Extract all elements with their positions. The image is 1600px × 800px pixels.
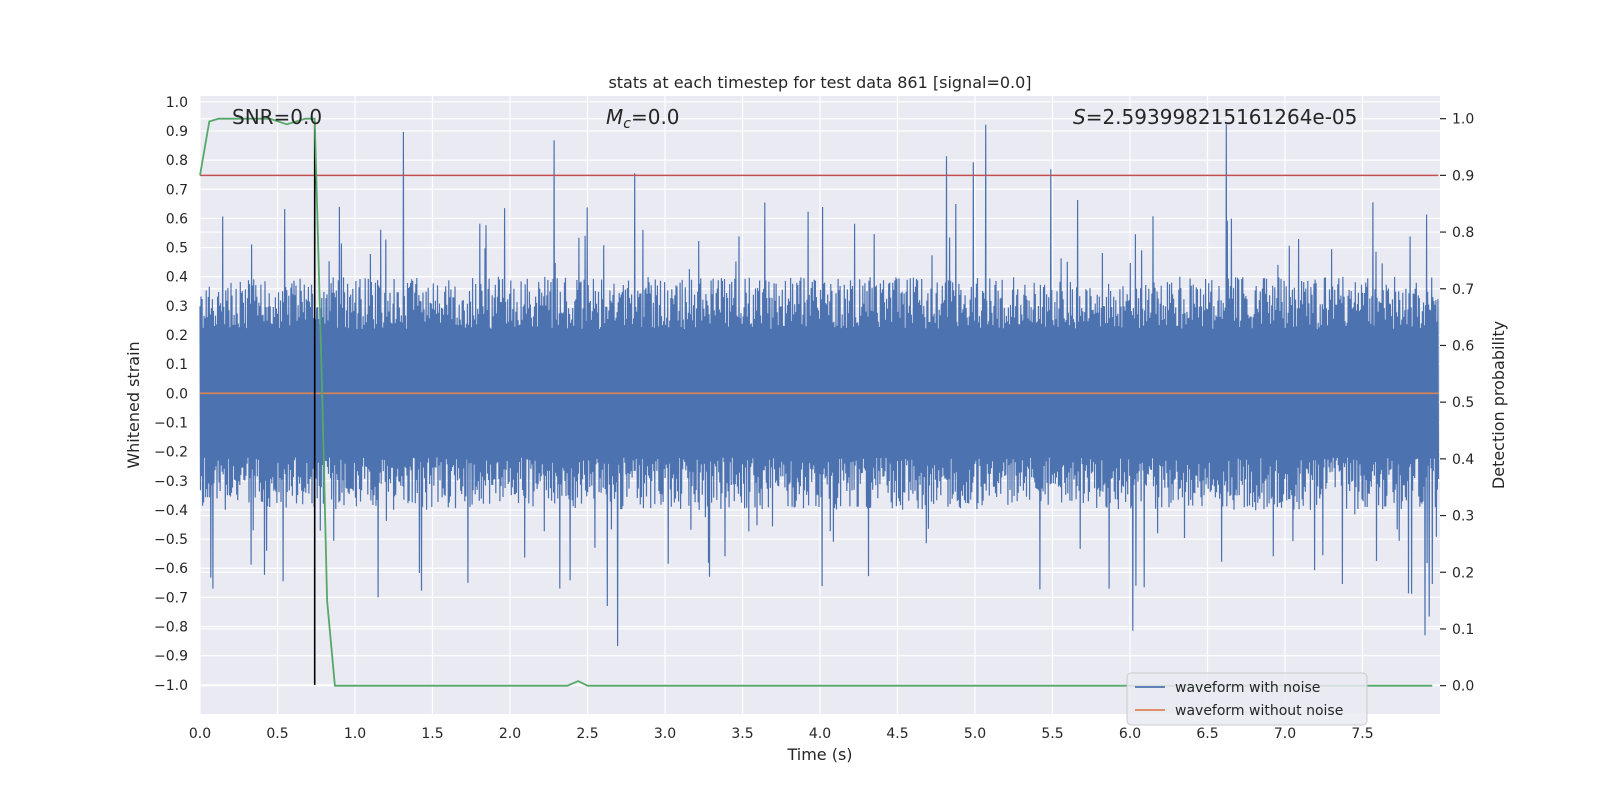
- chirp-mass-value: =0.0: [631, 105, 680, 129]
- chirp-mass-subscript: c: [623, 116, 631, 132]
- y-left-tick-label: −0.4: [154, 503, 188, 519]
- x-tick-label: 2.5: [576, 726, 598, 742]
- significance-symbol: S: [1073, 105, 1086, 129]
- y-left-axis-ticks: 1.0 0.9 0.8 0.7 0.6 0.5 0.4 0.3 0.2 0.1 0.0 −0.1 −0.…: [154, 95, 188, 694]
- y-left-tick-label: 0.1: [166, 357, 188, 373]
- noise-waveform-path: [199, 124, 1440, 647]
- y-right-tick-label: 0.6: [1452, 338, 1474, 354]
- y-left-tick-label: 0.6: [166, 211, 188, 227]
- y-left-tick-label: 0.2: [166, 328, 188, 344]
- legend-entry-clean: waveform without noise: [1175, 703, 1343, 719]
- y-left-tick-label: −1.0: [154, 678, 188, 694]
- chart-title: stats at each timestep for test data 861…: [608, 73, 1031, 92]
- y-left-tick-label: −0.7: [154, 590, 188, 606]
- y-left-tick-label: 0.3: [166, 299, 188, 315]
- y-left-tick-label: 0.9: [166, 124, 188, 140]
- y-right-tick-label: 1.0: [1452, 112, 1474, 128]
- y-right-tick-label: 0.2: [1452, 565, 1474, 581]
- y-right-tick-label: 0.3: [1452, 509, 1474, 525]
- x-tick-label: 5.0: [964, 726, 986, 742]
- x-tick-label: 7.0: [1274, 726, 1296, 742]
- y-left-tick-label: −0.5: [154, 532, 188, 548]
- series-waveform-with-noise: [199, 124, 1440, 647]
- y-left-tick-label: −0.6: [154, 561, 188, 577]
- y-right-tick-label: 0.7: [1452, 282, 1474, 298]
- y-left-tick-label: 0.5: [166, 241, 188, 257]
- series-detection-probability: [199, 117, 1433, 687]
- y-right-tick-label: 0.4: [1452, 452, 1474, 468]
- x-tick-label: 3.0: [654, 726, 676, 742]
- y-left-tick-label: −0.2: [154, 445, 188, 461]
- x-tick-label: 4.5: [886, 726, 908, 742]
- chirp-mass-annotation: Mc=0.0: [606, 105, 680, 132]
- chirp-mass-symbol: M: [606, 105, 623, 129]
- y-left-tick-label: −0.1: [154, 415, 188, 431]
- x-tick-label: 6.0: [1119, 726, 1141, 742]
- x-tick-label: 7.5: [1351, 726, 1373, 742]
- snr-annotation: SNR=0.0: [232, 105, 322, 129]
- y-left-tick-label: 1.0: [166, 95, 188, 111]
- significance-value: =2.593998215161264e-05: [1086, 105, 1358, 129]
- y-left-tick-label: −0.9: [154, 649, 188, 665]
- y-right-tick-label: 0.5: [1452, 395, 1474, 411]
- x-tick-label: 0.5: [266, 726, 288, 742]
- y-left-axis-label: Whitened strain: [124, 341, 143, 468]
- y-left-tick-label: 0.0: [166, 386, 188, 402]
- y-right-tick-label: 0.1: [1452, 622, 1474, 638]
- y-right-tick-label: 0.0: [1452, 679, 1474, 695]
- x-tick-label: 5.5: [1041, 726, 1063, 742]
- y-left-tick-label: −0.3: [154, 474, 188, 490]
- y-right-axis-label: Detection probability: [1489, 321, 1508, 489]
- legend-box: [1126, 672, 1368, 726]
- y-right-axis-ticks: 1.0 0.9 0.8 0.7 0.6 0.5 0.4 0.3 0.2 0.1 0.0: [1440, 112, 1474, 695]
- x-tick-label: 0.0: [189, 726, 211, 742]
- x-tick-label: 2.0: [499, 726, 521, 742]
- y-left-tick-label: −0.8: [154, 620, 188, 636]
- legend-entry-noise: waveform with noise: [1175, 680, 1320, 696]
- x-tick-label: 3.5: [731, 726, 753, 742]
- x-tick-label: 4.0: [809, 726, 831, 742]
- y-right-tick-label: 0.8: [1452, 225, 1474, 241]
- legend: waveform with noise waveform without noi…: [1126, 672, 1368, 726]
- x-axis-ticks: 0.0 0.5 1.0 1.5 2.0 2.5 3.0 3.5 4.0 4.5 5.0 5.5 6.0 6…: [189, 726, 1374, 742]
- y-left-tick-label: 0.7: [166, 182, 188, 198]
- x-tick-label: 1.5: [421, 726, 443, 742]
- x-axis-label: Time (s): [786, 745, 852, 764]
- x-tick-label: 6.5: [1196, 726, 1218, 742]
- significance-annotation: S=2.593998215161264e-05: [1073, 105, 1357, 129]
- y-left-tick-label: 0.8: [166, 153, 188, 169]
- y-right-tick-label: 0.9: [1452, 168, 1474, 184]
- x-tick-label: 1.0: [344, 726, 366, 742]
- y-left-tick-label: 0.4: [166, 270, 188, 286]
